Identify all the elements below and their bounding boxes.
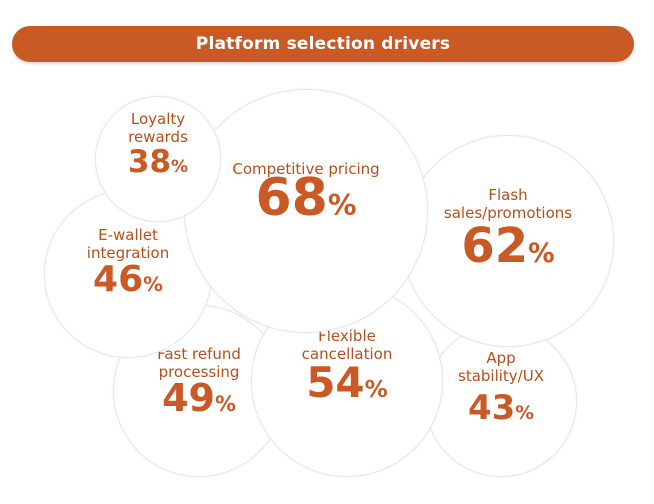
value-unit: % <box>214 392 236 416</box>
bubble-label-flash-sales-promotions: Flash sales/promotions <box>443 186 573 222</box>
value-unit: % <box>515 403 535 424</box>
bubble-app-stability-ux <box>425 325 577 477</box>
value-unit: % <box>528 238 555 269</box>
value-number: 38 <box>127 143 172 180</box>
title-banner: Platform selection drivers <box>12 26 634 62</box>
bubble-competitive-pricing <box>184 89 428 333</box>
bubble-value-flash-sales-promotions: 62% <box>461 222 554 270</box>
bubble-value-flexible-cancellation: 54% <box>306 362 388 404</box>
value-number: 62 <box>461 218 529 274</box>
chart-title: Platform selection drivers <box>195 34 451 54</box>
value-number: 49 <box>162 376 215 420</box>
bubble-label-loyalty-rewards: Loyalty rewards <box>128 110 188 146</box>
bubble-label-flexible-cancellation: Flexible cancellation <box>301 327 393 363</box>
value-number: 68 <box>255 168 328 228</box>
value-unit: % <box>171 156 189 177</box>
bubble-label-competitive-pricing: Competitive pricing <box>232 160 380 178</box>
value-unit: % <box>143 273 163 296</box>
bubble-value-app-stability-ux: 43% <box>468 391 534 425</box>
bubble-loyalty-rewards <box>95 96 221 222</box>
value-number: 54 <box>306 358 365 407</box>
bubble-label-e-wallet-integration: E-wallet integration <box>86 226 170 262</box>
bubble-value-fast-refund-processing: 49% <box>162 379 236 417</box>
bubble-value-e-wallet-integration: 46% <box>93 262 163 298</box>
value-number: 46 <box>93 259 144 300</box>
bubble-value-competitive-pricing: 68% <box>255 172 356 224</box>
bubble-value-loyalty-rewards: 38% <box>127 143 189 180</box>
value-number: 43 <box>467 388 516 428</box>
value-unit: % <box>364 377 388 403</box>
bubble-label-app-stability-ux: App stability/UX <box>458 349 544 385</box>
bubble-label-fast-refund-processing: Fast refund processing <box>157 345 241 381</box>
bubble-flash-sales-promotions <box>402 135 614 347</box>
value-unit: % <box>327 188 357 222</box>
